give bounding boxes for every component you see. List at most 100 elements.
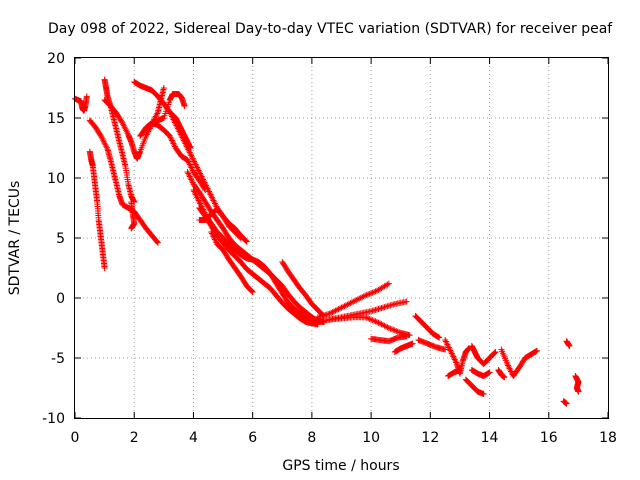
series-arc-32 bbox=[560, 398, 570, 407]
series-arc-29 bbox=[498, 346, 540, 379]
data-point bbox=[368, 290, 375, 297]
y-tick-label: 20 bbox=[47, 51, 65, 67]
data-point bbox=[101, 265, 108, 271]
data-point bbox=[391, 327, 398, 334]
data-point bbox=[369, 317, 376, 324]
data-point bbox=[371, 289, 378, 295]
series-arc-11 bbox=[184, 169, 327, 325]
series-arc-26 bbox=[462, 376, 487, 397]
data-point bbox=[403, 333, 410, 340]
data-point bbox=[237, 234, 244, 241]
data-point bbox=[563, 400, 570, 407]
data-point bbox=[365, 291, 372, 298]
x-tick-label: 14 bbox=[481, 430, 499, 446]
data-point bbox=[237, 235, 244, 241]
data-point bbox=[486, 369, 493, 376]
x-axis-label: GPS time / hours bbox=[282, 458, 399, 474]
data-point bbox=[480, 391, 487, 397]
data-point bbox=[243, 238, 250, 245]
series-arc-10 bbox=[166, 109, 250, 245]
chart-title: Day 098 of 2022, Sidereal Day-to-day VTE… bbox=[48, 21, 613, 37]
data-point bbox=[366, 290, 373, 297]
data-point bbox=[154, 238, 161, 245]
y-tick-label: 15 bbox=[47, 111, 65, 127]
data-point bbox=[368, 316, 375, 323]
data-point bbox=[372, 318, 379, 325]
series-arc-14 bbox=[196, 206, 244, 241]
data-point bbox=[181, 103, 188, 109]
data-point bbox=[366, 316, 373, 322]
series-arc-27 bbox=[468, 343, 499, 367]
series-arc-20 bbox=[368, 333, 410, 345]
series-arc-33 bbox=[572, 373, 582, 395]
data-point bbox=[360, 293, 367, 300]
x-tick-label: 10 bbox=[362, 430, 380, 446]
data-point bbox=[393, 328, 400, 334]
data-point bbox=[390, 326, 397, 333]
data-marks bbox=[72, 76, 582, 407]
data-point bbox=[566, 343, 573, 349]
data-point bbox=[363, 292, 370, 298]
y-axis-label: SDTVAR / TECUs bbox=[7, 181, 23, 296]
data-point bbox=[362, 314, 369, 321]
series-arc-30 bbox=[495, 367, 508, 381]
data-point bbox=[249, 289, 256, 295]
series-arc-16 bbox=[279, 259, 327, 319]
series-arc-17 bbox=[314, 280, 392, 321]
data-point bbox=[160, 85, 167, 91]
series-arc-31 bbox=[563, 338, 573, 349]
data-point bbox=[409, 340, 416, 347]
x-tick-label: 16 bbox=[540, 430, 558, 446]
series-arc-2 bbox=[86, 148, 108, 271]
data-point bbox=[83, 93, 90, 100]
series-arc-9 bbox=[137, 119, 209, 193]
series-arc-6 bbox=[128, 199, 138, 232]
x-tick-label: 12 bbox=[421, 430, 439, 446]
y-axis-ticks: -10 -5 0 5 10 15 20 bbox=[42, 51, 608, 427]
y-tick-label: 0 bbox=[56, 291, 65, 307]
data-point bbox=[492, 349, 499, 355]
data-point bbox=[248, 288, 255, 295]
data-point bbox=[406, 332, 413, 339]
data-point bbox=[387, 325, 394, 332]
data-point bbox=[243, 237, 250, 244]
series-arc-23 bbox=[415, 337, 449, 353]
data-point bbox=[369, 289, 376, 296]
data-point bbox=[154, 239, 161, 246]
series-arc-3 bbox=[86, 117, 161, 246]
data-point bbox=[384, 281, 391, 288]
data-point bbox=[314, 321, 321, 328]
data-point bbox=[403, 298, 410, 305]
data-point bbox=[97, 133, 104, 139]
series-arc-22 bbox=[412, 313, 443, 341]
series-arc-13 bbox=[196, 205, 321, 328]
data-point bbox=[365, 315, 372, 322]
series-arc-28 bbox=[468, 367, 493, 379]
data-point bbox=[118, 118, 125, 125]
data-point bbox=[456, 367, 463, 373]
series-arc-15 bbox=[208, 229, 256, 295]
data-point bbox=[396, 329, 403, 336]
x-axis-ticks: 0 2 4 6 8 10 12 14 16 18 bbox=[71, 58, 617, 446]
x-tick-label: 6 bbox=[248, 430, 257, 446]
x-tick-label: 18 bbox=[599, 430, 617, 446]
grid-lines bbox=[75, 58, 608, 418]
plot-frame bbox=[74, 57, 609, 419]
y-tick-label: 10 bbox=[47, 171, 65, 187]
x-tick-label: 0 bbox=[71, 430, 80, 446]
data-point bbox=[385, 325, 392, 331]
data-point bbox=[371, 317, 378, 324]
data-point bbox=[501, 374, 508, 381]
data-point bbox=[533, 347, 540, 354]
data-point bbox=[388, 326, 395, 333]
data-point bbox=[491, 349, 498, 356]
x-tick-label: 2 bbox=[130, 430, 139, 446]
x-tick-label: 4 bbox=[189, 430, 198, 446]
data-point bbox=[394, 328, 401, 335]
x-tick-label: 8 bbox=[307, 430, 316, 446]
series-arc-25 bbox=[445, 367, 463, 379]
data-point bbox=[575, 388, 582, 395]
series-arc-21 bbox=[391, 340, 416, 355]
data-point bbox=[436, 334, 443, 341]
